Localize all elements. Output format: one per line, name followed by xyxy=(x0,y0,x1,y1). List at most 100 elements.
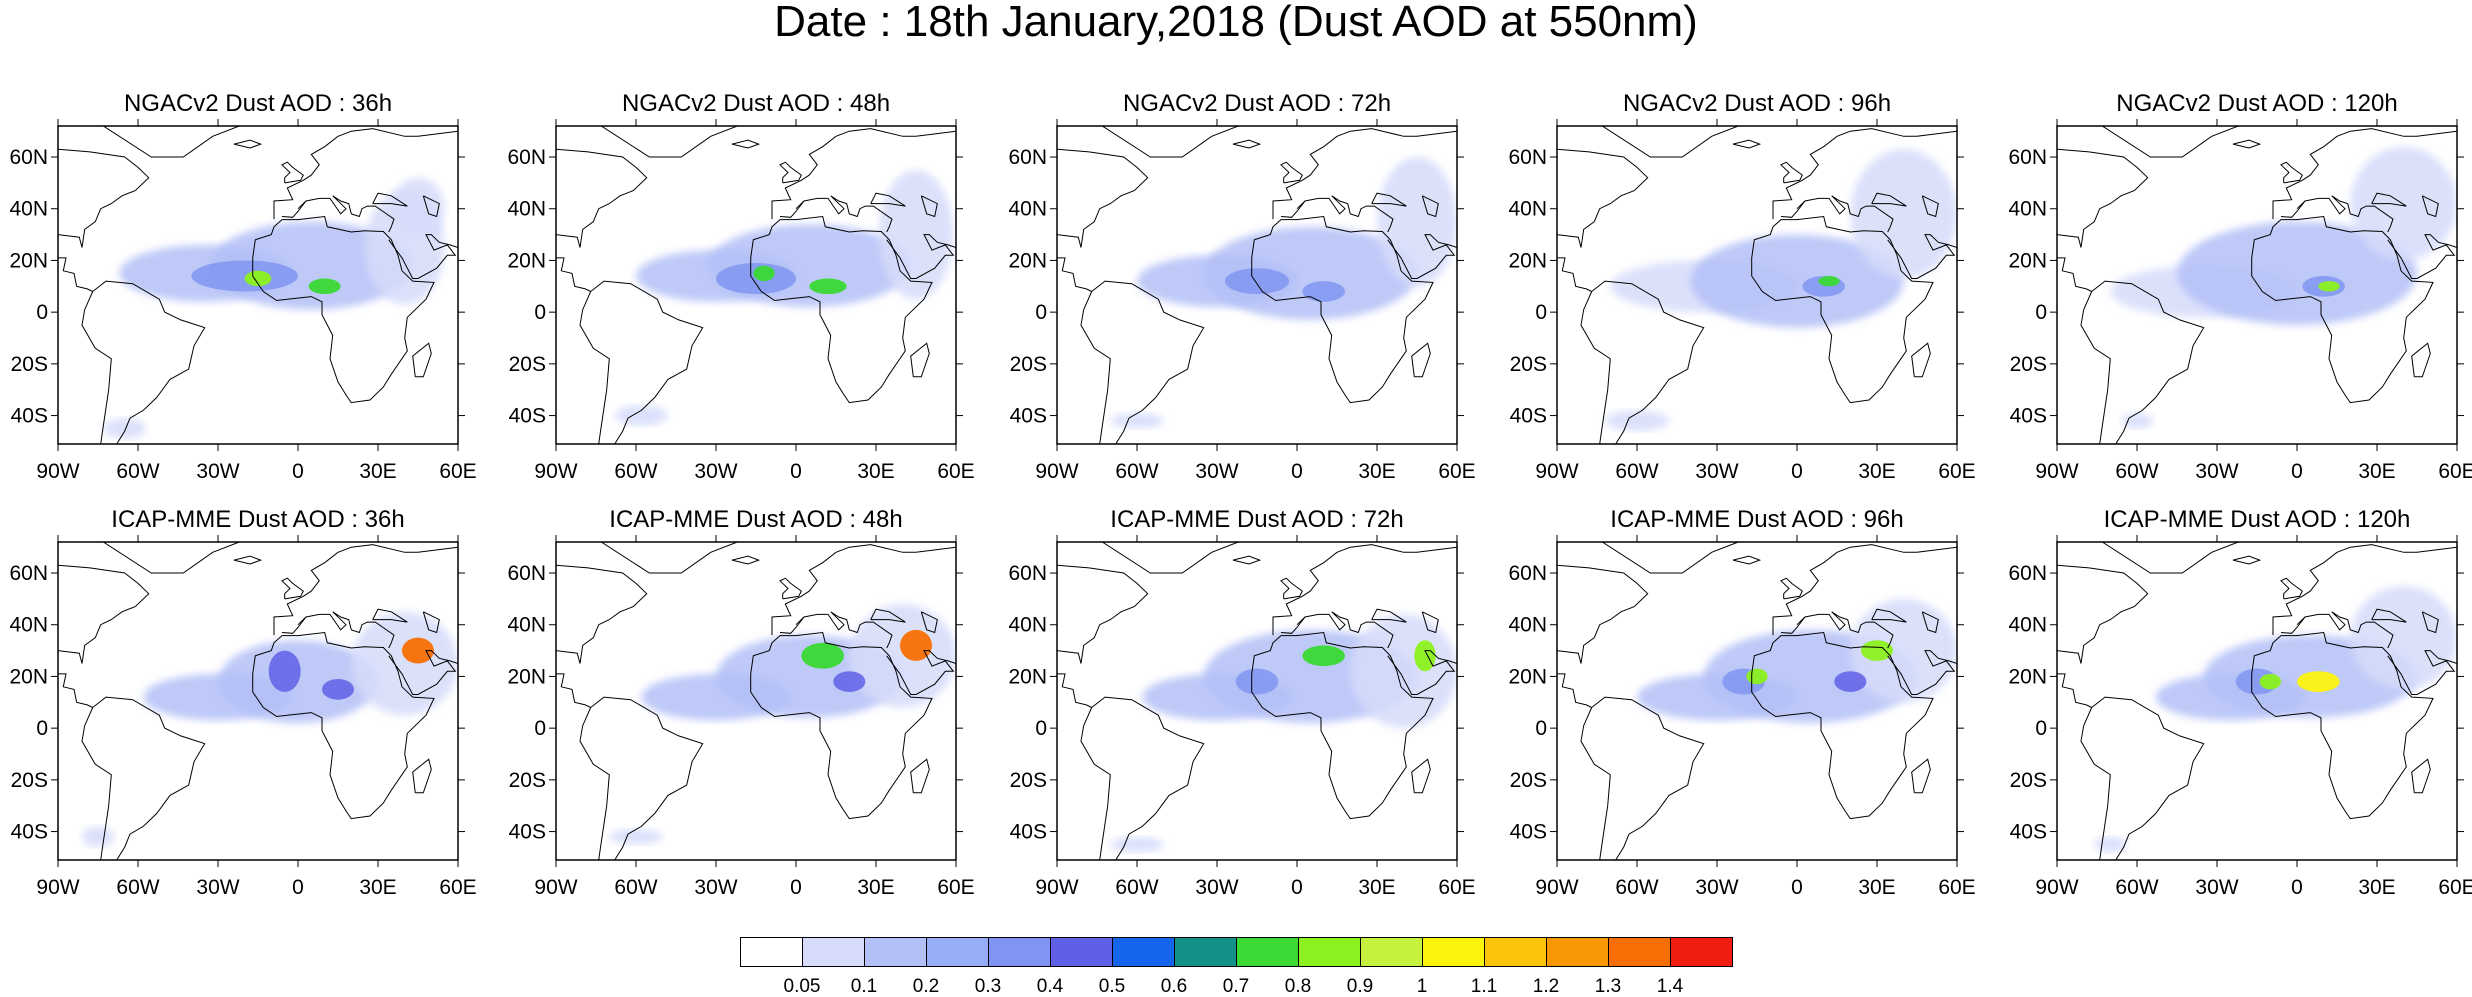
dust-aod-map: 90W 60W 30W 0 30E 60E 60N 40N 20N 0 20S 40S xyxy=(507,535,975,899)
map-frame xyxy=(57,541,459,861)
lat-tick-label: 40N xyxy=(9,198,48,221)
colorbar-label: 0.5 xyxy=(1098,976,1126,997)
coastline xyxy=(1057,673,1092,708)
lat-tick-label: 20S xyxy=(509,353,546,376)
coastline xyxy=(1796,195,1894,233)
coastline xyxy=(2387,650,2457,695)
coastline xyxy=(281,577,304,600)
colorbar-swatch xyxy=(1546,937,1609,967)
coastline xyxy=(422,195,440,218)
lon-tick-label: 90W xyxy=(1035,876,1078,899)
dust-plume xyxy=(1302,281,1345,302)
coastline xyxy=(2296,195,2394,233)
coastline xyxy=(556,673,591,708)
dust-plume xyxy=(1350,614,1457,729)
coastline xyxy=(556,148,648,248)
colorbar-label: 0.1 xyxy=(850,976,878,997)
coastline xyxy=(2102,542,2239,574)
lon-tick-label: 0 xyxy=(790,876,802,899)
coastline xyxy=(2057,673,2092,708)
map-frame xyxy=(555,541,957,861)
colorbar-swatch xyxy=(1112,937,1175,967)
figure-title: Date : 18th January,2018 (Dust AOD at 55… xyxy=(774,0,1698,46)
colorbar-label: 0.05 xyxy=(783,976,821,997)
coastline xyxy=(1732,139,1762,149)
coastline xyxy=(1057,257,1092,292)
map-frame xyxy=(1556,541,1958,861)
panel-title: ICAP-MME Dust AOD : 36h xyxy=(111,506,405,533)
dust-aod-map: 90W 60W 30W 0 30E 60E 60N 40N 20N 0 20S 40S xyxy=(2008,119,2472,483)
lat-tick-label: 60N xyxy=(1508,146,1547,169)
coastline xyxy=(1780,616,1806,634)
coastline xyxy=(1602,126,1739,158)
coastline xyxy=(1411,342,1431,378)
lon-tick-label: 60E xyxy=(1938,876,1975,899)
lat-tick-label: 60N xyxy=(9,146,48,169)
dust-aod-map: 90W 60W 30W 0 30E 60E 60N 40N 20N 0 20S 40S xyxy=(1008,119,1476,483)
panel-title: ICAP-MME Dust AOD : 72h xyxy=(1110,506,1404,533)
lat-tick-label: 0 xyxy=(1035,717,1047,740)
lon-tick-label: 30W xyxy=(2195,876,2238,899)
coastline xyxy=(1921,195,1939,218)
lon-tick-label: 30E xyxy=(2358,460,2395,483)
colorbar-label: 0.3 xyxy=(974,976,1002,997)
lon-tick-label: 90W xyxy=(36,876,79,899)
dust-aod-map: 90W 60W 30W 0 30E 60E 60N 40N 20N 0 20S 40S xyxy=(9,535,477,899)
coastline xyxy=(579,280,704,444)
map-frame xyxy=(2056,125,2458,445)
dust-plume xyxy=(103,418,146,439)
lat-tick-label: 40S xyxy=(2010,405,2047,428)
coastline xyxy=(2411,758,2431,794)
colorbar-swatch xyxy=(1050,937,1113,967)
lat-tick-label: 60N xyxy=(1008,562,1047,585)
panel-title: NGACv2 Dust AOD : 120h xyxy=(2116,90,2398,117)
coastline xyxy=(870,192,906,207)
coastline xyxy=(1296,195,1394,233)
coastline xyxy=(910,342,930,378)
coastline xyxy=(1772,128,1957,220)
lat-tick-label: 0 xyxy=(36,301,48,324)
dust-plume xyxy=(402,637,434,664)
coastline xyxy=(281,616,307,634)
dust-aod-map: 90W 60W 30W 0 30E 60E 60N 40N 20N 0 20S 40S xyxy=(507,119,975,483)
colorbar-label: 0.2 xyxy=(912,976,940,997)
coastline xyxy=(1871,192,1907,207)
colorbar-label: 0.7 xyxy=(1222,976,1250,997)
panel-title: ICAP-MME Dust AOD : 96h xyxy=(1610,506,1904,533)
lat-tick-label: 20N xyxy=(507,665,546,688)
coastline xyxy=(58,673,93,708)
lon-tick-label: 30W xyxy=(1195,876,1238,899)
coastline xyxy=(1557,564,1649,664)
coastline xyxy=(2421,611,2439,634)
lon-tick-label: 60W xyxy=(1615,460,1658,483)
lon-tick-label: 30W xyxy=(694,876,737,899)
lon-tick-label: 90W xyxy=(534,460,577,483)
dust-aod-map: 90W 60W 30W 0 30E 60E 60N 40N 20N 0 20S 40S xyxy=(1508,119,1976,483)
lon-tick-label: 30W xyxy=(1695,460,1738,483)
coastline xyxy=(2280,200,2306,218)
coastline xyxy=(920,195,938,218)
coastline xyxy=(281,200,307,218)
panel-title: ICAP-MME Dust AOD : 48h xyxy=(609,506,903,533)
lon-tick-label: 60E xyxy=(439,460,476,483)
coastline xyxy=(910,758,930,794)
coastline xyxy=(81,696,206,860)
colorbar-label: 0.9 xyxy=(1346,976,1374,997)
coastline xyxy=(252,631,435,820)
coastline xyxy=(1280,616,1306,634)
lat-tick-label: 20N xyxy=(2008,249,2047,272)
lat-tick-label: 60N xyxy=(9,562,48,585)
coastline xyxy=(273,544,458,636)
lon-tick-label: 30E xyxy=(2358,876,2395,899)
coastline xyxy=(2272,128,2457,220)
lon-tick-label: 30W xyxy=(694,460,737,483)
lat-tick-label: 40N xyxy=(9,614,48,637)
lon-tick-label: 60W xyxy=(2115,876,2158,899)
map-frame xyxy=(555,125,957,445)
lat-tick-label: 20N xyxy=(9,249,48,272)
coastline xyxy=(771,544,956,636)
coastline xyxy=(579,696,704,860)
dust-plume xyxy=(1235,668,1279,695)
lat-tick-label: 60N xyxy=(507,146,546,169)
dust-plume xyxy=(2297,671,2340,692)
